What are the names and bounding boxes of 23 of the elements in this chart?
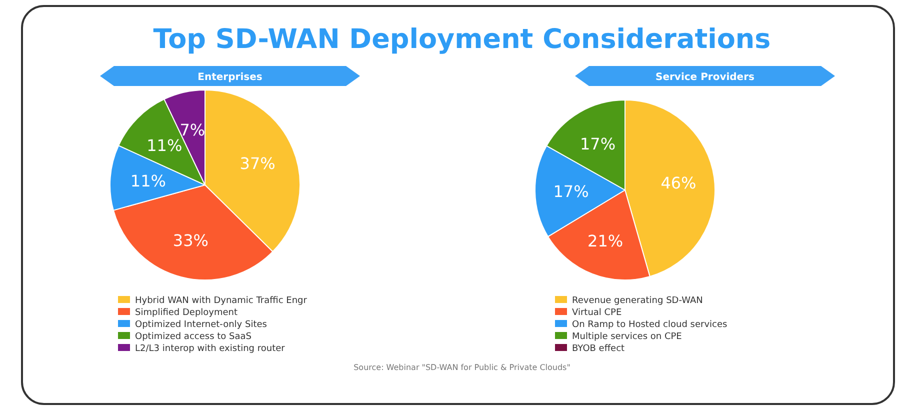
data-label: 33% [172,231,208,250]
legend-label: Optimized access to SaaS [135,332,252,342]
chart-subtitle: Enterprises [198,72,262,83]
data-label: 46% [660,173,696,192]
data-label: 21% [588,231,624,250]
source-note: Source: Webinar "SD-WAN for Public & Private Clouds" [354,363,570,372]
legend-label: Revenue generating SD-WAN [572,296,703,306]
data-label: 7% [180,120,206,140]
legend-label: On Ramp to Hosted cloud services [572,320,728,330]
data-label: 17% [580,134,616,154]
legend-label: L2/L3 interop with existing router [135,344,286,354]
chart-subtitle: Service Providers [656,72,755,83]
legend-label: Virtual CPE [572,308,622,318]
data-label: 11% [130,171,166,190]
legend-label: BYOB effect [572,344,626,354]
data-label: 17% [553,182,589,201]
legend-label: Multiple services on CPE [572,332,682,342]
data-label: 37% [240,154,276,173]
legend-label: Simplified Deployment [135,308,238,318]
data-label: 11% [146,136,182,156]
legend-label: Optimized Internet-only Sites [135,320,268,330]
text: Top SD-WAN Deployment Considerations [153,24,771,55]
legend-label: Hybrid WAN with Dynamic Traffic Engr [135,296,308,306]
